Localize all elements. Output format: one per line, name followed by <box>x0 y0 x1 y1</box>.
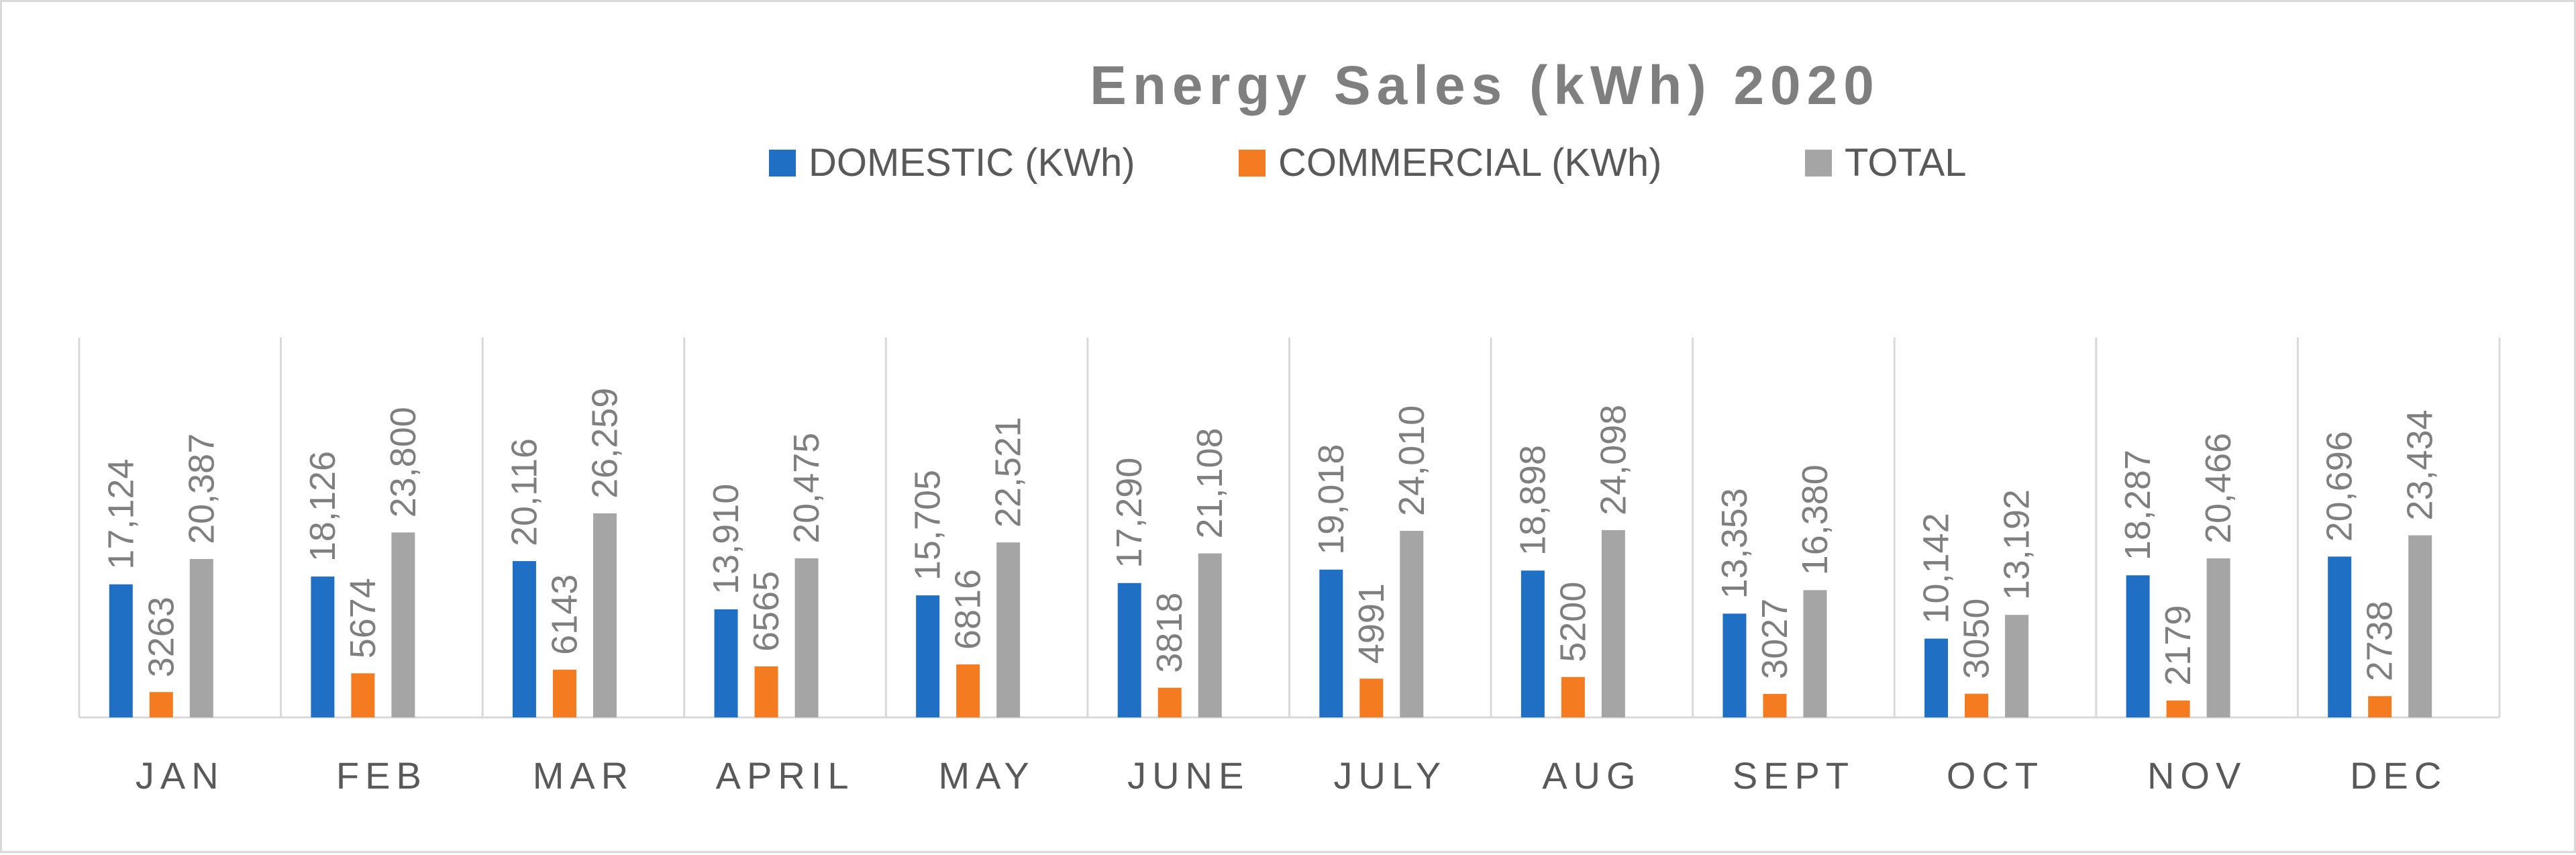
x-tick-july: JULY <box>1333 754 1447 797</box>
legend: DOMESTIC (KWh) COMMERCIAL (KWh) TOTAL <box>769 141 1967 185</box>
bar-total-nov <box>2206 558 2230 717</box>
bar-commercial-dec <box>2368 696 2392 717</box>
bar-domestic-aug <box>1521 570 1545 717</box>
data-label-total-june: 21,108 <box>1190 428 1230 538</box>
data-label-domestic-may: 15,705 <box>908 470 948 581</box>
data-label-commercial-june: 3818 <box>1149 593 1190 673</box>
bar-total-feb <box>391 532 415 717</box>
bar-total-june <box>1198 553 1222 717</box>
data-label-total-mar: 26,259 <box>584 388 625 499</box>
data-label-domestic-july: 19,018 <box>1311 444 1351 555</box>
data-label-total-may: 22,521 <box>988 417 1029 527</box>
data-label-domestic-aug: 18,898 <box>1512 445 1553 556</box>
data-label-commercial-jan: 3263 <box>141 597 181 677</box>
x-tick-april: APRIL <box>716 754 855 797</box>
data-label-domestic-april: 13,910 <box>706 484 746 595</box>
legend-swatch-2 <box>1239 150 1266 177</box>
data-label-total-jan: 20,387 <box>181 434 221 544</box>
x-tick-dec: DEC <box>2350 754 2447 797</box>
data-label-total-dec: 23,434 <box>2400 409 2440 520</box>
bar-domestic-july <box>1319 569 1343 717</box>
bar-total-may <box>996 542 1021 717</box>
bar-total-oct <box>2005 615 2029 717</box>
bar-domestic-april <box>714 609 738 717</box>
bar-commercial-july <box>1359 678 1384 717</box>
bars <box>109 513 2432 717</box>
x-tick-may: MAY <box>939 754 1035 797</box>
x-tick-nov: NOV <box>2147 754 2247 797</box>
x-tick-aug: AUG <box>1542 754 1641 797</box>
data-label-domestic-june: 17,290 <box>1109 458 1149 568</box>
bar-domestic-nov <box>2126 575 2150 717</box>
legend-label-1: DOMESTIC (KWh) <box>809 141 1135 185</box>
bar-domestic-dec <box>2328 556 2352 717</box>
legend-label-3: TOTAL <box>1845 141 1967 185</box>
data-label-commercial-dec: 2738 <box>2360 601 2400 681</box>
x-tick-mar: MAR <box>533 754 634 797</box>
data-label-domestic-jan: 17,124 <box>101 459 141 570</box>
bar-commercial-sept <box>1763 693 1787 717</box>
grid <box>78 338 2501 719</box>
bar-commercial-april <box>754 666 778 717</box>
data-label-total-nov: 20,466 <box>2198 433 2238 544</box>
bar-domestic-jan <box>109 584 133 717</box>
bar-commercial-mar <box>552 669 576 717</box>
data-label-commercial-feb: 5674 <box>343 578 383 658</box>
data-label-commercial-may: 6816 <box>948 569 988 650</box>
data-label-commercial-sept: 3027 <box>1755 599 1795 679</box>
legend-swatch-3 <box>1805 150 1832 177</box>
bar-total-mar <box>593 513 617 717</box>
bar-commercial-oct <box>1965 693 1989 717</box>
x-tick-jan: JAN <box>136 754 225 797</box>
bar-total-jan <box>189 558 213 717</box>
data-label-total-feb: 23,800 <box>383 407 423 517</box>
data-label-total-july: 24,010 <box>1392 405 1432 516</box>
data-label-domestic-feb: 18,126 <box>303 451 343 562</box>
data-label-total-oct: 13,192 <box>1997 489 2037 600</box>
data-label-domestic-mar: 20,116 <box>504 438 544 546</box>
bar-commercial-nov <box>2166 700 2190 717</box>
x-tick-june: JUNE <box>1127 754 1249 797</box>
legend-swatch-1 <box>769 150 796 177</box>
data-label-commercial-oct: 3050 <box>1957 599 1997 679</box>
data-label-domestic-dec: 20,696 <box>2320 431 2360 542</box>
data-label-total-april: 20,475 <box>786 433 827 544</box>
bar-domestic-june <box>1117 583 1141 717</box>
bar-commercial-may <box>956 664 980 717</box>
bar-commercial-aug <box>1561 676 1585 717</box>
bar-domestic-feb <box>311 576 335 717</box>
data-label-commercial-aug: 5200 <box>1553 582 1593 662</box>
bar-domestic-may <box>916 595 940 717</box>
bar-commercial-jan <box>149 692 173 717</box>
data-label-total-sept: 16,380 <box>1795 464 1835 575</box>
data-label-domestic-nov: 18,287 <box>2118 450 2158 560</box>
bar-total-april <box>794 558 819 717</box>
data-label-commercial-july: 4991 <box>1351 583 1392 664</box>
bar-domestic-mar <box>512 561 536 717</box>
x-axis-ticks: JAN FEB MAR APRIL MAY JUNE JULY AUG SEPT OCT NOV DE… <box>136 754 2447 797</box>
bar-commercial-feb <box>351 673 375 717</box>
bar-total-aug <box>1601 530 1625 717</box>
bar-total-dec <box>2408 535 2432 717</box>
data-label-commercial-mar: 6143 <box>544 574 584 655</box>
bar-domestic-oct <box>1924 638 1949 717</box>
data-label-domestic-sept: 13,353 <box>1714 488 1755 599</box>
bar-total-sept <box>1803 590 1827 717</box>
data-label-total-aug: 24,098 <box>1593 405 1633 515</box>
bar-domestic-sept <box>1722 613 1747 717</box>
x-tick-sept: SEPT <box>1733 754 1855 797</box>
legend-label-2: COMMERCIAL (KWh) <box>1278 141 1661 185</box>
x-tick-feb: FEB <box>336 754 427 797</box>
data-label-commercial-nov: 2179 <box>2158 605 2198 686</box>
x-tick-oct: OCT <box>1947 754 2044 797</box>
bar-total-july <box>1400 530 1424 717</box>
bar-commercial-june <box>1157 687 1182 717</box>
data-label-domestic-oct: 10,142 <box>1916 513 1957 623</box>
chart-title: Energy Sales (kWh) 2020 <box>1090 55 1880 116</box>
data-label-commercial-april: 6565 <box>746 571 786 652</box>
